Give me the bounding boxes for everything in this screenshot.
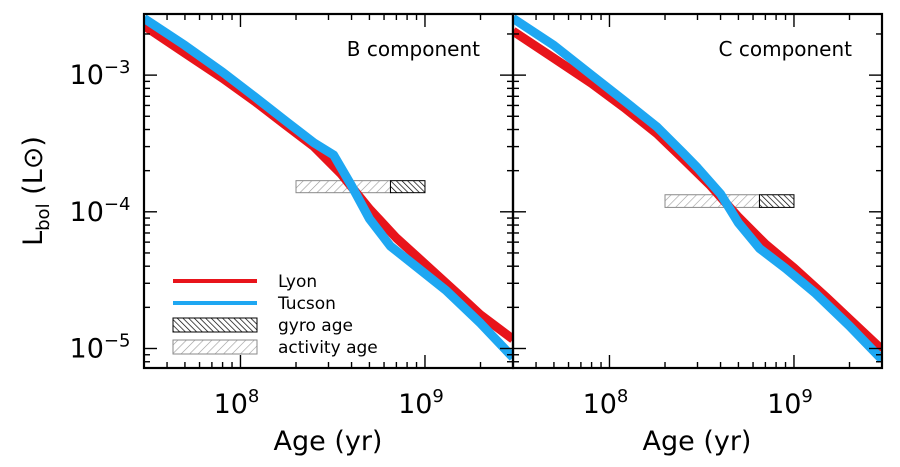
y-tick-label: 10−4: [70, 194, 131, 228]
legend-swatch-activity-age: [172, 339, 258, 355]
series-line-tucson: [513, 14, 882, 363]
x-tick-label: 109: [398, 386, 444, 420]
legend-label: Tucson: [277, 294, 336, 314]
svg-text:Lbol (L⊙): Lbol (L⊙): [18, 136, 54, 246]
y-tick-label: 10−5: [70, 330, 131, 364]
legend-swatch-gyro-age: [172, 317, 258, 333]
x-tick-label: 108: [214, 386, 260, 420]
y-tick-label: 10−3: [70, 57, 131, 91]
gyro-age-range: [758, 194, 795, 208]
y-axis-label: Lbol (L⊙): [18, 136, 54, 246]
gyro-age-range: [389, 180, 426, 194]
series-line-tucson: [144, 14, 513, 361]
x-tick-label: 109: [767, 386, 813, 420]
panel-label: C component: [719, 37, 853, 61]
legend-label: activity age: [278, 338, 378, 358]
panel-b-component: 108 109 10−3 10−4 10−5 B component LyonTucso…: [70, 12, 515, 420]
plot-frame: [511, 12, 884, 370]
legend-label: gyro age: [278, 316, 353, 336]
x-axis-label: Age (yr): [274, 426, 383, 457]
x-tick-label: 108: [583, 386, 629, 420]
activity-age-range: [664, 194, 760, 208]
panel-c-component: 108 109 C component: [511, 12, 884, 420]
panel-label: B component: [347, 37, 480, 61]
legend-label: Lyon: [278, 272, 317, 292]
x-axis-label: Age (yr): [643, 426, 752, 457]
